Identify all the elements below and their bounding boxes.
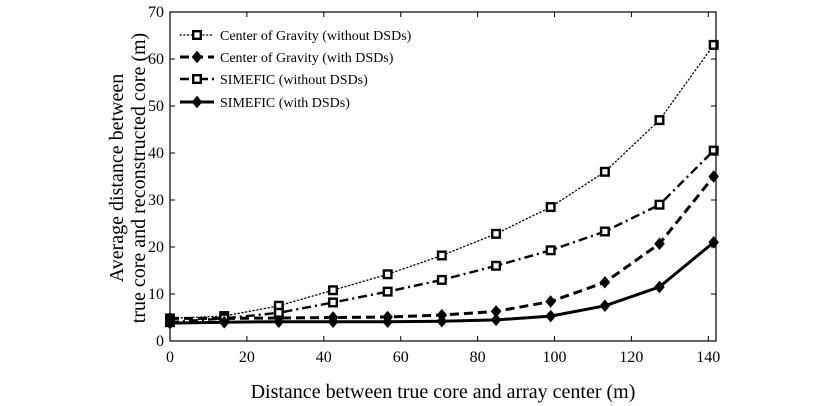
x-tick-label-3: 40	[316, 349, 332, 366]
y-axis-label-line-1: Average distance between	[106, 74, 128, 282]
data-point-s3-10	[654, 199, 665, 210]
x-tick-label-7: 120	[619, 349, 643, 366]
y-axis-label-line-2: true core and reconstructed core (m)	[128, 33, 150, 323]
data-point-s1-10	[654, 115, 665, 126]
data-point-s2-8	[545, 295, 556, 308]
y-tick-label-4: 30	[148, 192, 164, 209]
legend-marker-2	[191, 50, 203, 64]
data-point-s3-4	[328, 297, 339, 308]
series-line-1	[169, 44, 715, 320]
data-point-s3-5	[382, 286, 393, 297]
x-tick-label-6: 100	[543, 349, 567, 366]
data-point-s1-6	[436, 250, 447, 261]
legend-item-4: SIMEFIC (with DSDs)	[180, 95, 350, 111]
data-point-s4-2	[218, 315, 230, 329]
y-tick-label-7: 60	[148, 51, 164, 68]
data-point-s3-7	[491, 260, 502, 271]
data-point-s2-11	[708, 170, 720, 183]
y-tick-label-3: 20	[148, 239, 164, 256]
y-tick-label-5: 40	[148, 145, 164, 162]
series-2	[164, 170, 720, 325]
data-point-s2-9	[599, 275, 611, 289]
x-tick-label-4: 60	[393, 349, 409, 366]
y-tick-label-2: 10	[148, 286, 164, 303]
data-point-s3-9	[599, 226, 610, 237]
data-point-s4-5	[382, 315, 393, 329]
data-point-s1-9	[599, 166, 610, 177]
legend-item-1: Center of Gravity (without DSDs)	[179, 29, 412, 44]
data-point-s4-8	[545, 309, 556, 323]
series-3	[164, 145, 719, 328]
data-point-s4-9	[599, 299, 611, 313]
data-point-s4-3	[273, 315, 285, 329]
data-point-s3-11	[708, 145, 719, 156]
y-tick-label-8: 70	[148, 4, 164, 21]
data-point-s4-10	[654, 280, 665, 294]
legend-label-3: SIMEFIC (without DSDs)	[220, 73, 368, 88]
data-point-s1-5	[382, 269, 393, 280]
legend-item-2: Center of Gravity (with DSDs)	[180, 50, 394, 66]
x-tick-label-2: 20	[239, 349, 255, 366]
legend-label-2: Center of Gravity (with DSDs)	[220, 51, 394, 66]
series-line-3	[169, 149, 715, 324]
data-point-s4-7	[490, 313, 502, 327]
data-point-s2-10	[654, 237, 665, 250]
legend-marker-1	[191, 30, 202, 41]
legend-marker-4	[191, 95, 203, 109]
data-point-s1-7	[491, 228, 502, 239]
plot-frame	[169, 11, 717, 342]
y-tick-label-1: 0	[156, 333, 164, 350]
x-tick-label-5: 80	[470, 349, 486, 366]
legend-label-4: SIMEFIC (with DSDs)	[220, 96, 350, 111]
data-point-s3-8	[545, 245, 556, 256]
y-tick-label-6: 50	[148, 98, 164, 115]
x-tick-label-8: 140	[696, 349, 720, 366]
x-axis-label: Distance between true core and array cen…	[251, 381, 636, 403]
data-point-s1-4	[328, 285, 339, 296]
data-point-s4-4	[327, 315, 339, 329]
data-point-s1-11	[708, 39, 719, 50]
legend-item-3: SIMEFIC (without DSDs)	[180, 73, 368, 88]
data-point-s3-6	[436, 274, 447, 285]
data-point-s4-6	[436, 314, 448, 328]
x-tick-label-1: 0	[166, 349, 174, 366]
legend-label-1: Center of Gravity (without DSDs)	[220, 29, 412, 44]
legend-marker-3	[191, 73, 202, 84]
data-point-s1-8	[545, 202, 556, 213]
